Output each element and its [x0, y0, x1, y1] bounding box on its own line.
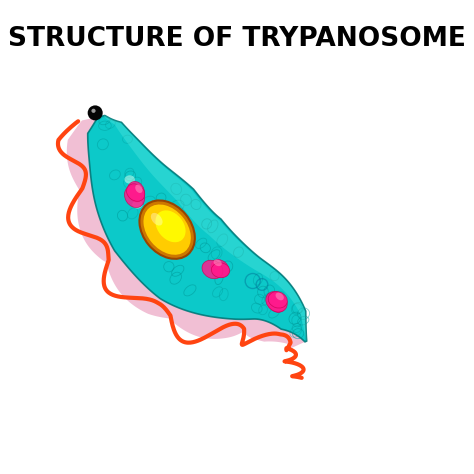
- Ellipse shape: [211, 263, 230, 278]
- Ellipse shape: [155, 210, 185, 242]
- Circle shape: [88, 105, 103, 120]
- Ellipse shape: [275, 292, 284, 301]
- Circle shape: [91, 109, 96, 113]
- Polygon shape: [88, 116, 307, 342]
- Ellipse shape: [127, 182, 145, 202]
- Ellipse shape: [139, 201, 195, 259]
- Ellipse shape: [202, 260, 223, 279]
- Ellipse shape: [144, 204, 191, 255]
- Ellipse shape: [268, 292, 287, 308]
- Ellipse shape: [266, 292, 287, 312]
- Text: STRUCTURE OF TRYPANOSOME: STRUCTURE OF TRYPANOSOME: [8, 26, 466, 52]
- Ellipse shape: [125, 175, 135, 183]
- Ellipse shape: [151, 213, 163, 226]
- Polygon shape: [67, 117, 305, 349]
- Ellipse shape: [211, 260, 229, 277]
- Polygon shape: [88, 116, 307, 342]
- Ellipse shape: [267, 293, 286, 312]
- Ellipse shape: [135, 184, 143, 193]
- Ellipse shape: [125, 186, 145, 208]
- Polygon shape: [103, 116, 307, 341]
- Ellipse shape: [132, 200, 143, 209]
- Ellipse shape: [214, 259, 222, 266]
- Ellipse shape: [127, 184, 145, 201]
